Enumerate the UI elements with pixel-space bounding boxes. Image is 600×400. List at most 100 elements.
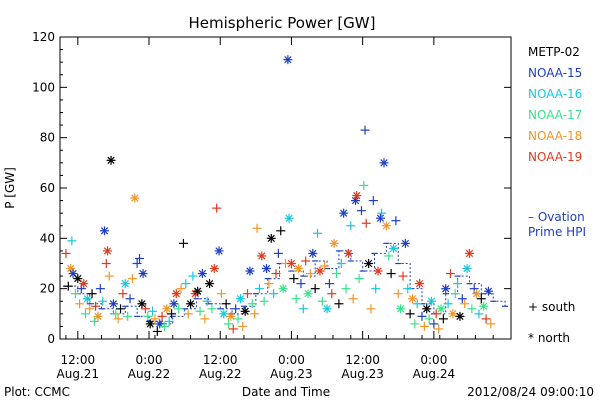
point-64 [202, 296, 212, 306]
point-98 [283, 55, 293, 65]
point-171 [450, 289, 460, 299]
y-tick-label-4: 80 [40, 131, 55, 145]
point-131 [359, 180, 369, 190]
point-145 [389, 243, 399, 253]
point-32 [127, 274, 137, 284]
point-21 [102, 246, 112, 256]
chart-title: Hemispheric Power [GW] [189, 14, 376, 32]
point-86 [254, 284, 264, 294]
point-48 [164, 316, 174, 326]
point-84 [250, 309, 260, 319]
point-173 [455, 311, 465, 321]
point-142 [381, 221, 391, 231]
point-172 [453, 279, 463, 289]
point-89 [262, 264, 272, 274]
point-87 [257, 251, 267, 261]
point-174 [457, 294, 467, 304]
point-105 [298, 304, 308, 314]
point-139 [375, 213, 385, 223]
point-27 [116, 304, 126, 314]
y-tick-label-3: 60 [40, 181, 55, 195]
point-67 [209, 264, 219, 274]
marker-south-label: + south [528, 300, 575, 314]
ovation-hpi-path [65, 242, 506, 325]
point-141 [379, 158, 389, 168]
point-74 [226, 311, 236, 321]
point-156 [415, 279, 425, 289]
point-17 [95, 284, 105, 294]
point-30 [123, 311, 133, 321]
point-180 [472, 289, 482, 299]
point-100 [286, 259, 296, 268]
point-13 [87, 289, 97, 299]
point-61 [195, 306, 205, 316]
y-tick-label-1: 20 [40, 282, 55, 296]
point-23 [106, 155, 116, 165]
x-tick-label-date-0: Aug.21 [57, 367, 100, 381]
point-128 [352, 191, 362, 201]
legend: METP-02 NOAA-15 NOAA-16 NOAA-17 NOAA-18 NOAA-… [528, 45, 582, 164]
point-154 [410, 319, 420, 329]
point-3 [67, 236, 77, 246]
point-31 [125, 294, 135, 304]
point-45 [157, 311, 167, 321]
ovation-label-line2: Prime HPI [528, 225, 586, 239]
point-114 [320, 261, 330, 271]
point-147 [393, 289, 403, 299]
point-160 [424, 314, 434, 324]
point-78 [235, 294, 245, 304]
point-132 [360, 125, 370, 135]
point-63 [200, 314, 210, 324]
point-182 [476, 294, 486, 304]
point-92 [269, 289, 279, 299]
point-144 [386, 269, 396, 279]
point-111 [313, 228, 323, 238]
point-41 [148, 306, 158, 316]
point-134 [364, 259, 374, 268]
point-5 [70, 289, 80, 299]
point-18 [98, 296, 108, 306]
point-110 [310, 284, 320, 294]
point-75 [228, 324, 238, 334]
point-14 [89, 316, 99, 326]
x-axis-ticks: 12:00Aug.210:00Aug.2212:00Aug.220:00Aug.… [57, 37, 494, 381]
point-24 [108, 299, 118, 309]
point-6 [73, 274, 83, 284]
point-43 [152, 326, 162, 336]
point-112 [315, 266, 325, 276]
point-170 [448, 309, 458, 319]
x-tick-label-date-2: Aug.22 [199, 367, 242, 381]
point-185 [483, 286, 493, 296]
point-178 [467, 304, 477, 314]
point-62 [197, 269, 207, 279]
point-66 [207, 304, 217, 314]
point-57 [186, 299, 196, 309]
point-115 [322, 304, 332, 314]
y-tick-label-6: 120 [32, 30, 55, 44]
point-44 [155, 319, 165, 329]
y-tick-label-0: 0 [47, 332, 55, 346]
point-120 [334, 299, 344, 309]
point-68 [212, 203, 222, 213]
point-69 [214, 246, 224, 256]
point-81 [243, 289, 253, 299]
point-85 [252, 223, 262, 233]
point-102 [291, 294, 301, 304]
point-40 [145, 319, 155, 329]
point-47 [162, 304, 172, 314]
point-159 [422, 304, 432, 314]
point-116 [324, 279, 334, 289]
point-137 [371, 284, 381, 294]
x-tick-label-time-0: 12:00 [61, 353, 96, 367]
point-88 [259, 296, 269, 306]
point-104 [296, 279, 306, 289]
point-29 [120, 279, 130, 289]
point-58 [188, 271, 198, 281]
point-90 [264, 279, 274, 289]
point-37 [138, 269, 148, 279]
data-points [61, 55, 496, 336]
point-9 [79, 279, 89, 289]
point-136 [368, 196, 378, 206]
point-109 [308, 248, 318, 258]
